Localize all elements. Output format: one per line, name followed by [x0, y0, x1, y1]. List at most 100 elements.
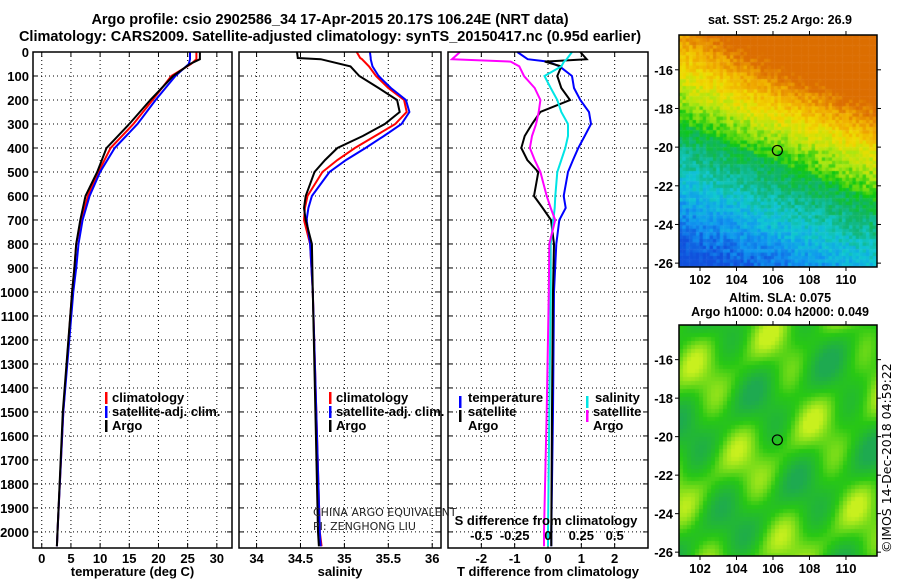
- x-tick-label: 25: [180, 551, 194, 566]
- s-tick-label: -0.5: [470, 528, 492, 543]
- series-argo: [296, 51, 401, 547]
- lon-tick-label: 104: [726, 561, 748, 576]
- credit-line2: PI: ZENGHONG LIU: [313, 520, 416, 533]
- legend-title-salinity: salinity: [595, 390, 641, 405]
- map-frame: [678, 34, 878, 268]
- depth-tick-label: 1800: [0, 477, 29, 492]
- x-tick-label: 10: [93, 551, 107, 566]
- legend-swatch: [459, 396, 462, 408]
- sla-map-title-line2: Argo h1000: 0.04 h2000: 0.049: [691, 305, 869, 319]
- x-tick-label: 5: [67, 551, 74, 566]
- depth-tick-label: 1400: [0, 381, 29, 396]
- legend-swatch: [329, 406, 332, 418]
- lon-tick-label: 106: [762, 272, 784, 287]
- legend-swatch: [586, 410, 589, 422]
- depth-tick-label: 500: [7, 165, 29, 180]
- depth-tick-label: 1300: [0, 357, 29, 372]
- series-temperature-satellite: [516, 51, 593, 547]
- depth-tick-label: 2000: [0, 525, 29, 540]
- s-tick-label: 0.5: [606, 528, 624, 543]
- lat-tick-label: -16: [654, 63, 673, 78]
- x-tick-label: 34: [249, 551, 264, 566]
- x-tick-label: -2: [476, 551, 488, 566]
- legend-label: satellite-adj. clim.: [336, 404, 444, 419]
- x-tick-label: -1: [509, 551, 521, 566]
- depth-tick-label: 1600: [0, 429, 29, 444]
- lon-tick-label: 110: [835, 561, 856, 576]
- legend-swatch: [329, 392, 332, 404]
- legend-label: satellite-adj. clim.: [112, 404, 220, 419]
- legend-label: Argo: [112, 418, 142, 433]
- s-tick-label: 0.25: [569, 528, 594, 543]
- lon-tick-label: 108: [799, 561, 821, 576]
- depth-tick-label: 1900: [0, 501, 29, 516]
- legend-swatch: [459, 410, 462, 422]
- lat-tick-label: -20: [654, 140, 673, 155]
- lat-tick-label: -22: [654, 179, 673, 194]
- series-salinity-argo: [449, 51, 557, 547]
- sst-map-image: [679, 35, 877, 267]
- depth-tick-label: 1500: [0, 405, 29, 420]
- lat-tick-label: -16: [654, 353, 673, 368]
- x-tick-label: 36: [425, 551, 439, 566]
- legend-label: Argo: [468, 418, 498, 433]
- legend-swatch: [105, 406, 108, 418]
- difference-panel: -2 -1 0 1 2T difference from climatology temp…: [447, 51, 649, 579]
- plot-frame: [238, 51, 442, 549]
- temperature-panel: 0 5 10 15 20 25 300100200300400500600700800900…: [0, 45, 233, 579]
- lon-tick-label: 104: [726, 272, 748, 287]
- sst-map-title: sat. SST: 25.2 Argo: 26.9: [707, 13, 853, 27]
- sst_map-axes: 102 104 106 108 110 -16 -18 -20 -22 -24 -26: [654, 31, 881, 287]
- x-tick-label: 15: [122, 551, 136, 566]
- figure-title-line2: Climatology: CARS2009. Satellite-adjuste…: [18, 29, 642, 45]
- depth-tick-label: 1700: [0, 453, 29, 468]
- s-tick-label: 0: [544, 528, 551, 543]
- depth-tick-label: 0: [22, 45, 29, 60]
- sla-map-image: [679, 325, 877, 556]
- imos-watermark: ©IMOS 14-Dec-2018 04:59:22: [879, 363, 894, 553]
- legend-swatch: [586, 396, 589, 408]
- sla_map-axes: 102 104 106 108 110 -16 -18 -20 -22 -24 -26: [654, 321, 881, 576]
- series-satellite-adj-clim-: [55, 52, 191, 547]
- lon-tick-label: 108: [799, 272, 821, 287]
- x-axis-label: T difference from climatology: [457, 564, 640, 579]
- series-satellite-adj-clim-: [305, 51, 411, 547]
- legend-label: climatology: [112, 390, 185, 405]
- depth-tick-label: 700: [7, 213, 29, 228]
- depth-tick-label: 1100: [1, 309, 29, 324]
- lon-tick-label: 102: [689, 561, 711, 576]
- x-axis-label: salinity: [318, 564, 364, 579]
- x-tick-label: 20: [151, 551, 165, 566]
- x-tick-label: 35.5: [376, 551, 401, 566]
- legend-title-temperature: temperature: [468, 390, 543, 405]
- lon-tick-label: 102: [689, 272, 711, 287]
- argo-float-marker: [771, 434, 783, 446]
- plot-frame: [447, 51, 649, 549]
- legend-label: Argo: [336, 418, 366, 433]
- x-tick-label: 35: [337, 551, 351, 566]
- legend-swatch: [329, 420, 332, 432]
- lat-tick-label: -26: [654, 545, 673, 560]
- legend-label: Argo: [593, 418, 623, 433]
- lat-tick-label: -24: [654, 507, 674, 522]
- plot-frame: [32, 51, 233, 549]
- legend-label: satellite: [593, 404, 641, 419]
- lat-tick-label: -20: [654, 430, 673, 445]
- depth-tick-label: 900: [7, 261, 29, 276]
- depth-tick-label: 800: [7, 237, 29, 252]
- legend-swatch: [105, 392, 108, 404]
- s-axis-label: S difference from climatology: [455, 513, 639, 528]
- legend-swatch: [105, 420, 108, 432]
- series-salinity-satellite: [543, 51, 573, 547]
- lat-tick-label: -18: [654, 101, 673, 116]
- lat-tick-label: -26: [654, 256, 673, 271]
- sla-map-title-line1: Altim. SLA: 0.075: [728, 291, 832, 305]
- salinity-panel: 34 34.5 35 35.5 36 salinity climatologysatelli…: [238, 51, 444, 579]
- figure-title-line1: Argo profile: csio 2902586_34 17-Apr-201…: [91, 12, 569, 28]
- legend-label: climatology: [336, 390, 409, 405]
- depth-tick-label: 100: [7, 69, 29, 84]
- lat-tick-label: -22: [654, 468, 673, 483]
- x-tick-label: 30: [210, 551, 224, 566]
- x-axis-label: temperature (deg C): [71, 564, 195, 579]
